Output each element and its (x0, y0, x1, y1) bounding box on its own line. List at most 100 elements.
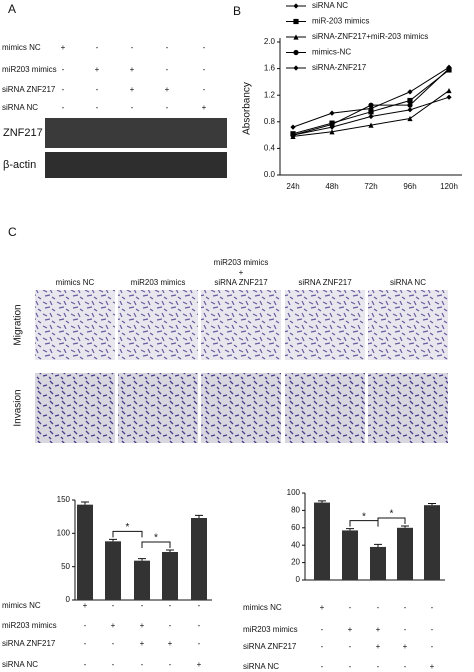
condition-sign: + (348, 625, 353, 634)
condition-label: siRNA ZNF217 (2, 85, 56, 94)
bar (424, 505, 440, 580)
bar (342, 530, 358, 580)
condition-sign: - (203, 43, 206, 52)
condition-sign: - (431, 603, 434, 612)
significance-mark: * (390, 509, 394, 520)
micrograph (35, 373, 115, 443)
condition-label: siRNA ZNF217 (243, 642, 297, 651)
condition-sign: - (169, 660, 172, 669)
condition-sign: - (166, 43, 169, 52)
condition-sign: + (111, 621, 116, 630)
condition-sign: - (377, 662, 380, 671)
condition-sign: + (83, 601, 88, 610)
significance-mark: * (126, 522, 130, 533)
condition-sign: - (169, 601, 172, 610)
y-tick-label: 0 (66, 595, 71, 604)
condition-sign: - (431, 625, 434, 634)
condition-label: siRNA ZNF217 (2, 639, 56, 648)
x-tick-label: 72h (364, 182, 377, 191)
condition-sign: - (404, 662, 407, 671)
condition-sign: + (403, 642, 408, 651)
y-tick-label: 0 (296, 575, 301, 584)
marker (293, 49, 299, 56)
significance-bracket (377, 517, 406, 525)
condition-sign: + (320, 603, 325, 612)
bar (134, 560, 150, 600)
condition-label: siRNA NC (2, 660, 38, 669)
bar (105, 541, 121, 600)
significance-mark: * (362, 511, 366, 522)
condition-sign: - (141, 601, 144, 610)
marker (329, 129, 335, 135)
marker (407, 107, 413, 113)
condition-sign: - (131, 103, 134, 112)
marker (407, 115, 413, 122)
condition-sign: - (203, 85, 206, 94)
marker (329, 110, 335, 116)
micrograph (201, 373, 281, 443)
marker (407, 97, 413, 104)
marker (293, 3, 299, 9)
micrograph (285, 290, 365, 360)
condition-sign: + (140, 639, 145, 648)
band-label: β-actin (3, 159, 36, 171)
marker (329, 124, 335, 130)
error-bar (346, 528, 354, 531)
y-tick-label: 60 (291, 523, 300, 532)
condition-label: mimics NC (2, 601, 41, 610)
row-label: Migration (13, 304, 24, 345)
condition-sign: - (431, 642, 434, 651)
marker (293, 65, 299, 71)
condition-sign: - (169, 621, 172, 630)
condition-sign: - (84, 621, 87, 630)
y-tick-label: 150 (57, 495, 71, 504)
marker (368, 113, 374, 120)
y-tick-label: 40 (291, 540, 300, 549)
condition-sign: - (203, 65, 206, 74)
condition-sign: + (197, 660, 202, 669)
y-tick-label: 100 (57, 528, 71, 537)
bar (162, 552, 178, 600)
error-bar (81, 501, 89, 505)
condition-sign: - (404, 603, 407, 612)
condition-label: miR203 mimics (2, 621, 57, 630)
micrograph (118, 373, 198, 443)
column-header: siRNA ZNF217 (214, 278, 268, 287)
x-tick-label: 120h (440, 182, 458, 191)
column-header: mimics NC (56, 278, 95, 287)
y-tick-label: 0.4 (264, 144, 276, 153)
condition-sign: - (166, 103, 169, 112)
condition-sign: + (61, 43, 66, 52)
band-label: ZNF217 (3, 127, 43, 139)
marker (407, 102, 413, 108)
y-tick-label: 50 (61, 562, 70, 571)
marker (368, 109, 374, 115)
condition-sign: - (349, 603, 352, 612)
legend-label: siRNA NC (312, 1, 348, 10)
marker (446, 94, 452, 100)
condition-sign: - (349, 662, 352, 671)
marker (446, 87, 452, 94)
micrograph (285, 373, 365, 443)
x-tick-label: 96h (403, 182, 416, 191)
legend-label: miR-203 mimics (312, 17, 369, 26)
condition-sign: - (321, 625, 324, 634)
bar (314, 502, 330, 580)
panel-label: B (233, 4, 241, 18)
column-header: miR203 mimics (214, 258, 269, 267)
marker (407, 89, 413, 95)
error-bar (318, 500, 326, 503)
marker (329, 121, 335, 128)
condition-sign: - (112, 639, 115, 648)
condition-sign: - (62, 65, 65, 74)
significance-bracket (112, 530, 143, 538)
condition-sign: + (95, 65, 100, 74)
y-axis-label: Absorbancy (242, 82, 253, 135)
y-tick-label: 100 (287, 488, 301, 497)
condition-sign: - (96, 43, 99, 52)
column-header: miR203 mimics (131, 278, 186, 287)
condition-sign: - (62, 103, 65, 112)
error-bar (109, 538, 117, 542)
y-tick-label: 0.0 (264, 170, 276, 179)
